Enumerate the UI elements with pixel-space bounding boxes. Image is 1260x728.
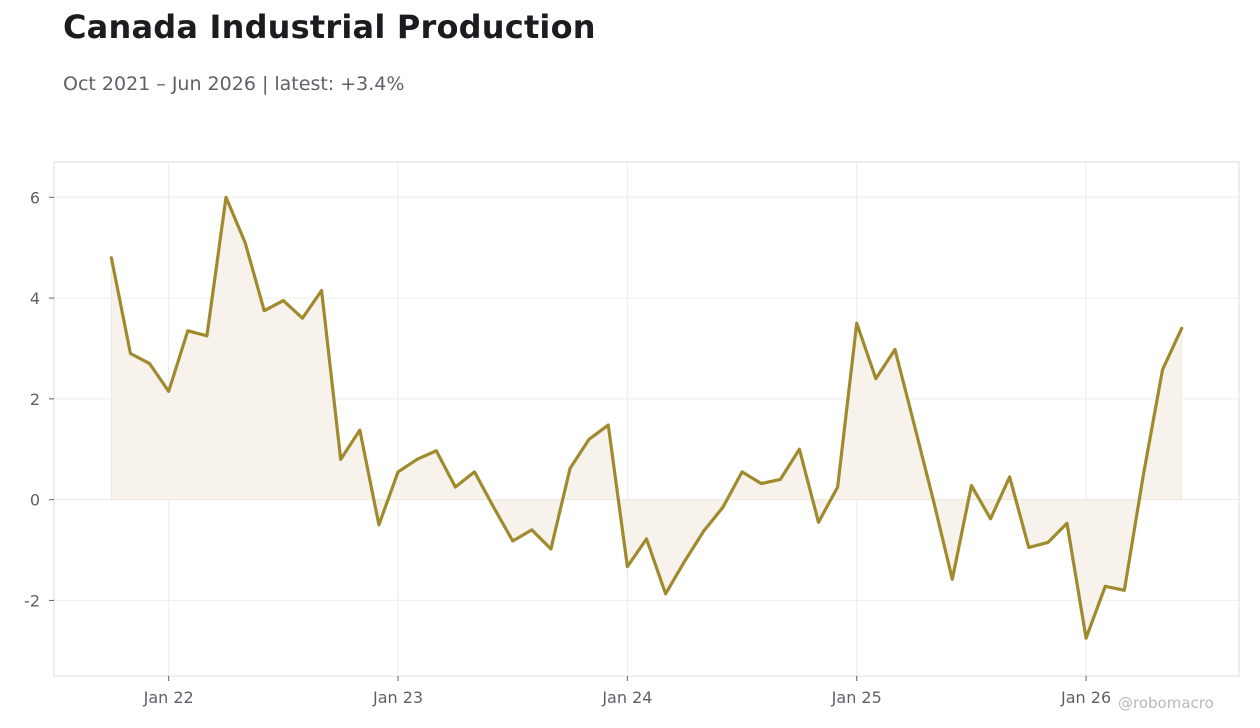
y-tick-label: -2 (24, 591, 40, 610)
y-tick-label: 0 (30, 491, 40, 510)
line-layer (109, 195, 1184, 640)
y-tick-label: 2 (30, 390, 40, 409)
area-layer (110, 195, 1183, 641)
y-tick-label: 4 (30, 289, 40, 308)
watermark: @robomacro (1118, 694, 1214, 712)
series-line (109, 195, 1184, 640)
x-tick-label: Jan 25 (831, 688, 882, 707)
plot-frame (53, 161, 1240, 677)
chart-title: Canada Industrial Production (63, 8, 596, 46)
y-axis-ticks: -2 0 2 4 6 (24, 188, 54, 610)
chart-subtitle: Oct 2021 – Jun 2026 | latest: +3.4% (63, 73, 405, 95)
x-axis-ticks: Jan 22 Jan 23 Jan 24 Jan 25 Jan 26 (143, 676, 1111, 707)
x-tick-label: Jan 24 (601, 688, 652, 707)
series-area-fill (110, 195, 1183, 641)
x-tick-label: Jan 26 (1060, 688, 1111, 707)
y-tick-label: 6 (30, 188, 40, 207)
x-tick-label: Jan 22 (143, 688, 194, 707)
x-tick-label: Jan 23 (372, 688, 423, 707)
